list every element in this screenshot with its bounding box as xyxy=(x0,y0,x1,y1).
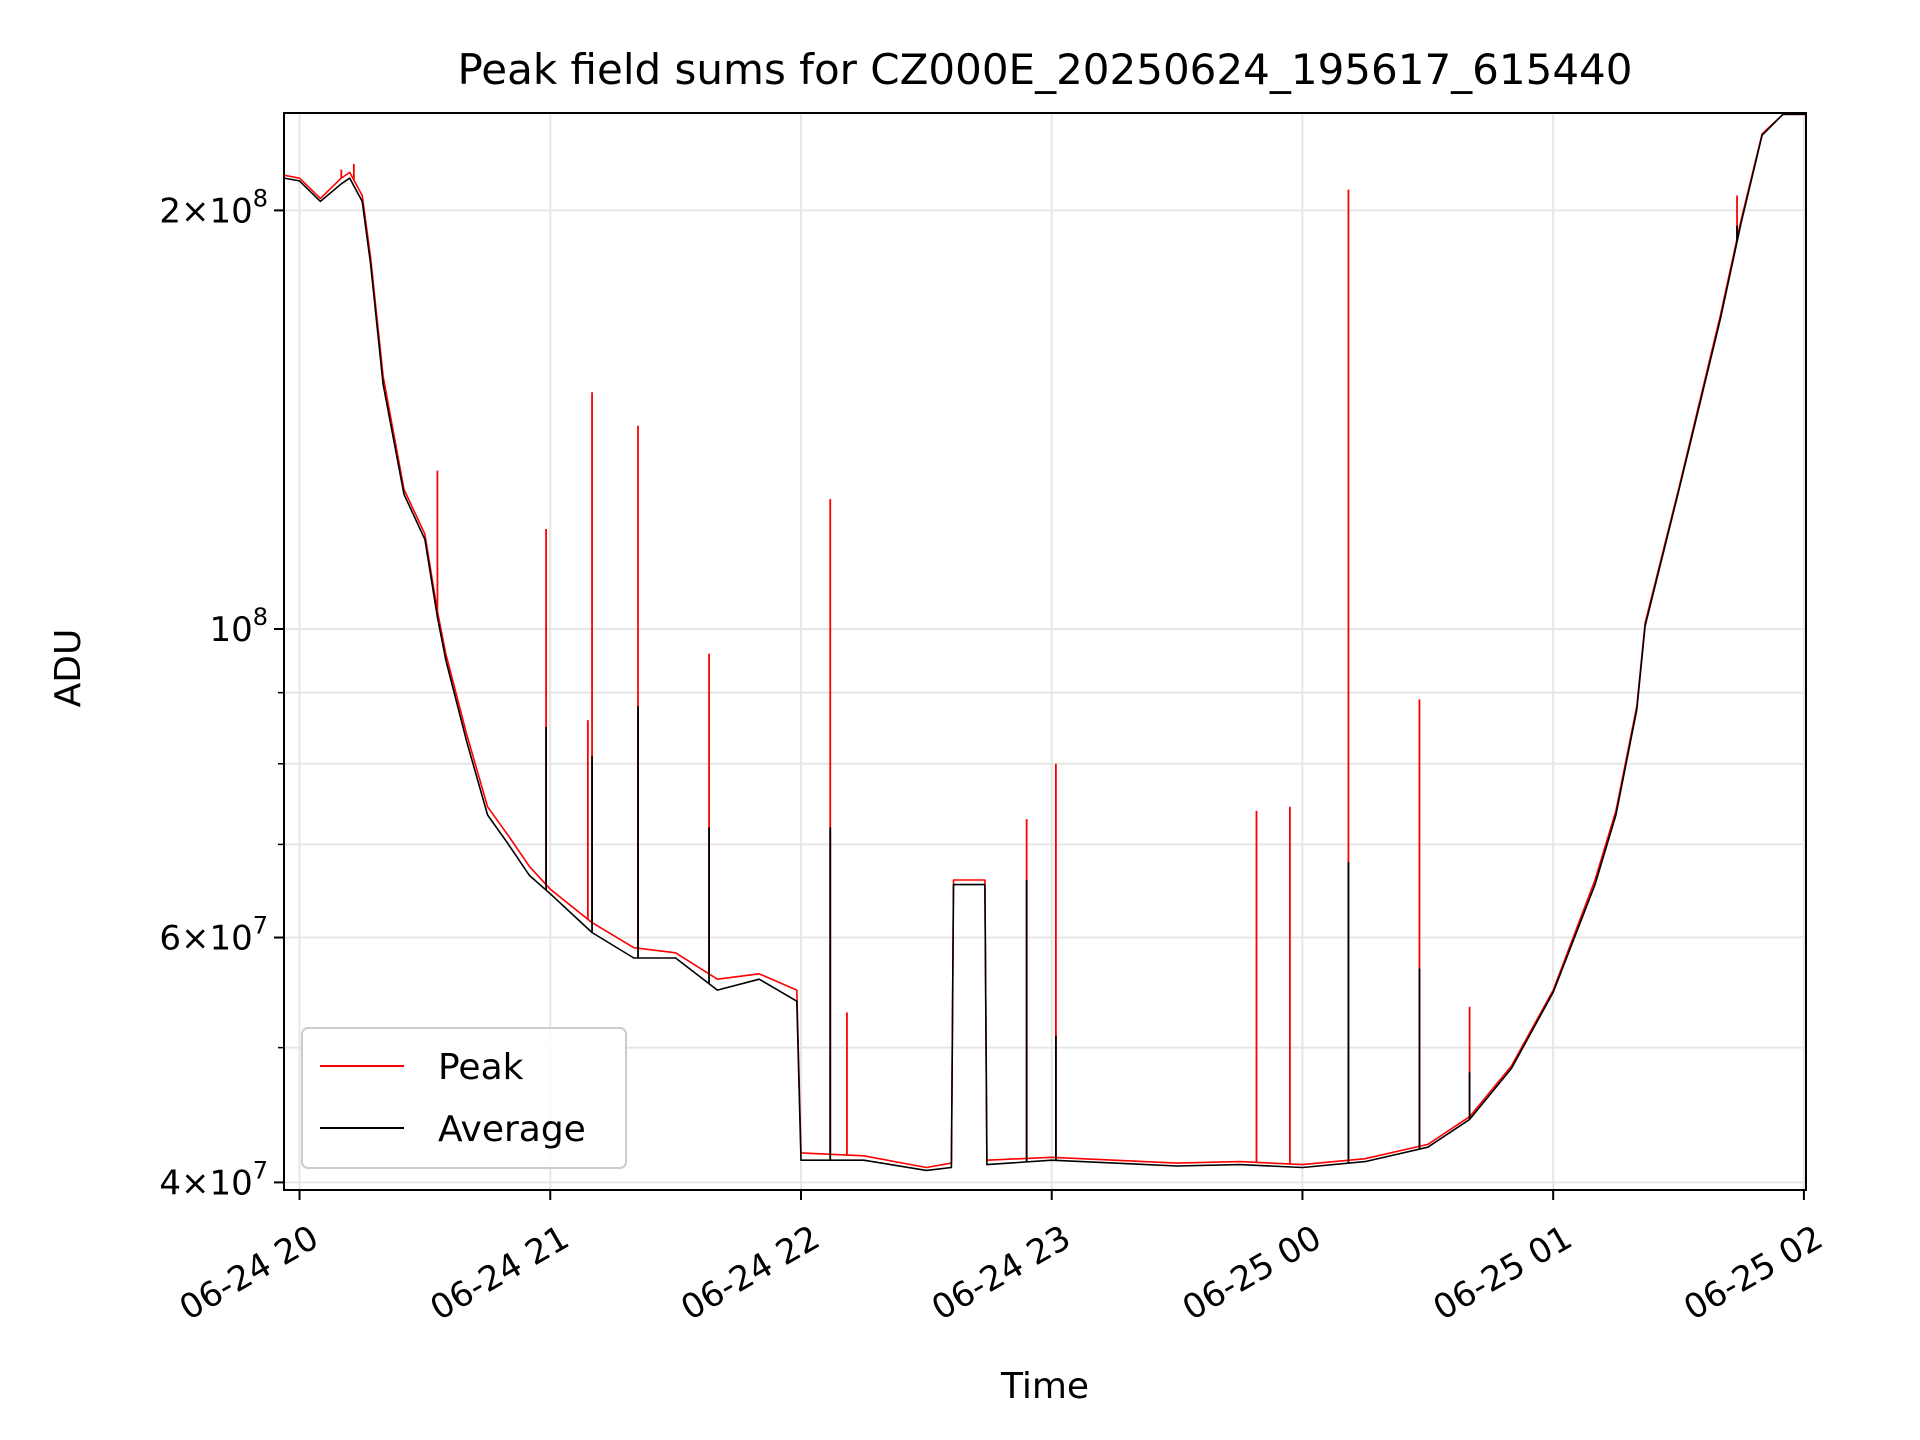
y-axis: 4×107 6×107 108 2×108 xyxy=(159,184,284,1203)
plot-frame xyxy=(283,112,1807,1191)
y-tick-label: 6×107 xyxy=(159,912,268,959)
y-tick-label: 4×107 xyxy=(159,1156,268,1203)
series-layer xyxy=(283,113,1806,1172)
legend: Peak Average xyxy=(301,1027,627,1169)
y-tick-label: 108 xyxy=(209,603,268,650)
legend-box xyxy=(301,1027,627,1169)
y-tick-label: 2×108 xyxy=(159,184,268,231)
legend-label-average: Average xyxy=(438,1109,586,1150)
legend-label-peak: Peak xyxy=(438,1047,524,1088)
grid xyxy=(284,113,1806,1190)
chart-title: Peak field sums for CZ000E_20250624_1956… xyxy=(457,45,1632,94)
x-axis-label: Time xyxy=(1000,1366,1089,1407)
y-axis-label: ADU xyxy=(48,629,89,708)
series-line-average xyxy=(283,113,1806,1172)
